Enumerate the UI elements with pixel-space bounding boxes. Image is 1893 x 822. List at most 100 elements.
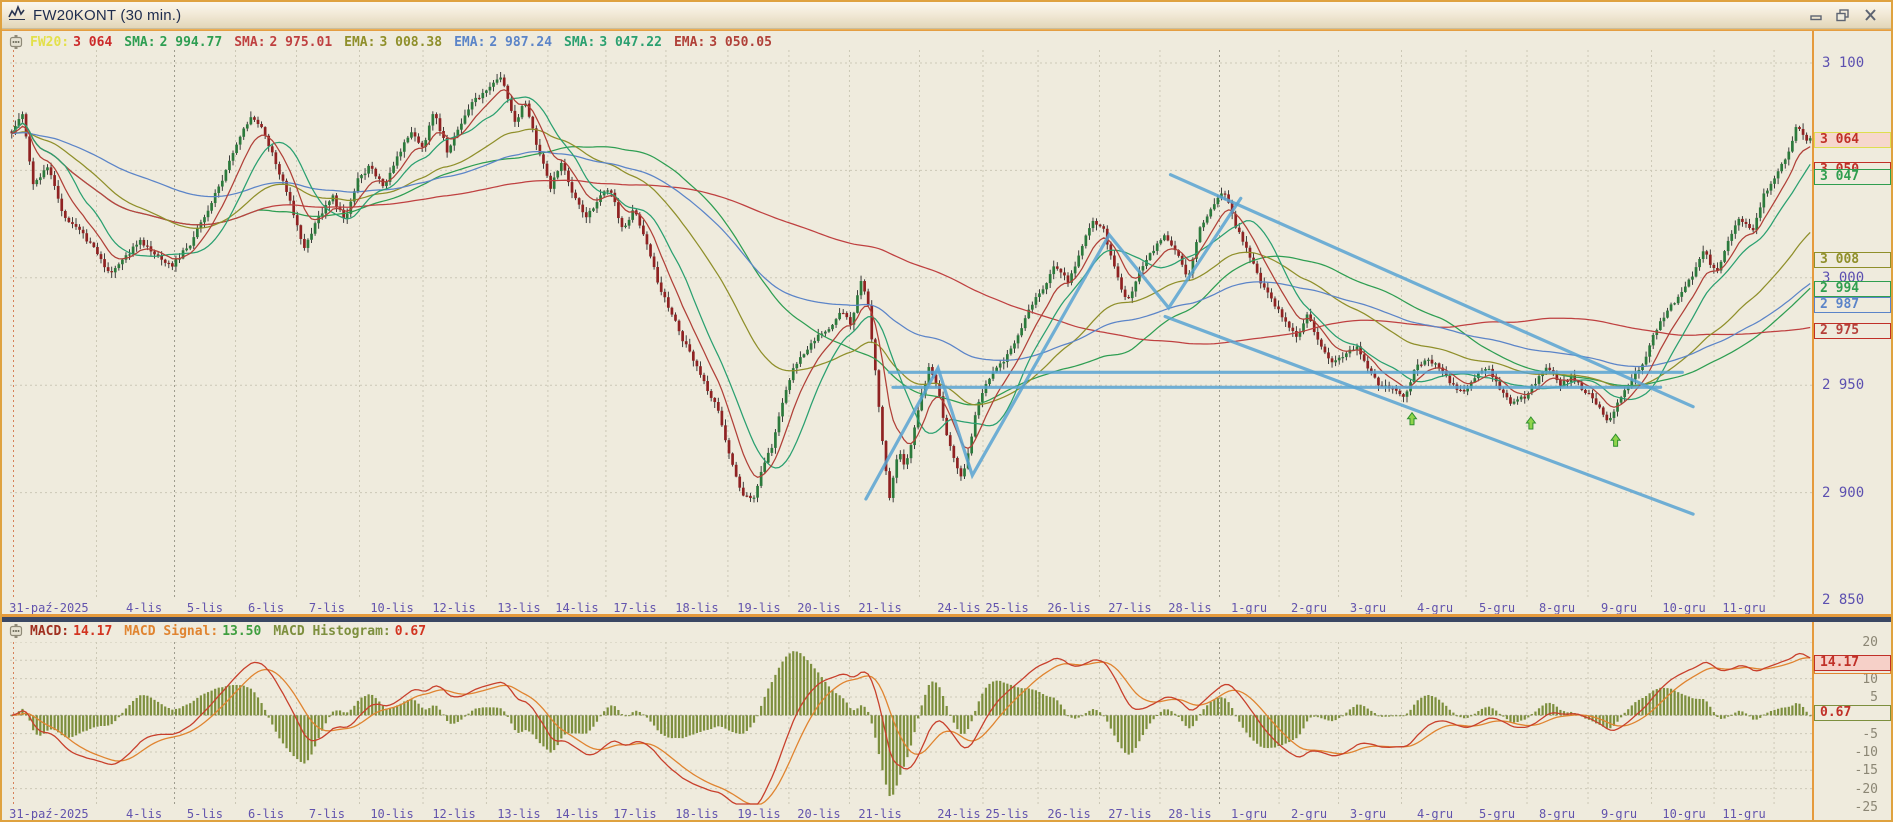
price-marker-box: 3 008 — [1814, 251, 1891, 268]
macd-histogram-bar — [1038, 691, 1041, 716]
macd-histogram-bar — [1694, 698, 1698, 716]
candle-down — [741, 487, 745, 496]
candle-up — [1088, 228, 1091, 236]
macd-histogram-bar — [1355, 704, 1359, 716]
candle-up — [891, 477, 895, 498]
candle-down — [253, 117, 256, 120]
trend-line[interactable] — [864, 196, 1243, 501]
trend-line[interactable] — [1168, 173, 1695, 409]
window-titlebar[interactable]: FW20KONT (30 min.) — [2, 2, 1891, 29]
candle-up — [906, 458, 909, 465]
macd-histogram-bar — [1016, 687, 1020, 716]
macd-histogram-bar — [1484, 707, 1487, 716]
macd-histogram-bar — [446, 715, 449, 721]
macd-histogram-bar — [1452, 712, 1455, 716]
candle-up — [1141, 266, 1145, 271]
macd-histogram-bar — [802, 656, 806, 716]
macd-histogram-bar — [1109, 715, 1112, 729]
candle-up — [1355, 346, 1359, 350]
candle-up — [206, 210, 210, 218]
candle-down — [1277, 306, 1280, 310]
restore-button[interactable] — [1834, 7, 1852, 23]
candle-up — [909, 445, 913, 459]
sma-line — [11, 96, 1811, 469]
macd-histogram-bar — [167, 708, 170, 716]
candle-down — [1120, 277, 1123, 290]
candle-down — [542, 154, 545, 164]
macd-histogram-bar — [1734, 712, 1737, 716]
candle-up — [1013, 343, 1016, 349]
macd-histogram-bar — [1801, 706, 1805, 716]
main-indicator-header: FW20: 3 064 SMA: 2 994.77 SMA: 2 975.01 EMA: 3 … — [8, 33, 784, 51]
date-label: 13-lis — [497, 601, 541, 615]
candle-up — [121, 259, 124, 265]
close-button[interactable] — [1861, 7, 1879, 23]
candle-up — [135, 244, 139, 247]
macd-histogram-bar — [1245, 715, 1248, 733]
macd-histogram-bar — [1377, 715, 1380, 717]
macd-histogram-bar — [1719, 715, 1723, 719]
macd-histogram-bar — [1413, 704, 1416, 716]
macd-histogram-bar — [1427, 694, 1430, 716]
macd-histogram-bar — [89, 715, 92, 729]
pane-drag-handle-icon[interactable] — [8, 623, 24, 639]
trend-line[interactable] — [1163, 314, 1695, 516]
macd-plot-area[interactable] — [10, 642, 1812, 807]
candle-down — [1462, 389, 1466, 392]
macd-histogram-bar — [488, 707, 492, 716]
macd-histogram-bar — [1445, 705, 1448, 716]
macd-histogram-bar — [1669, 688, 1673, 716]
macd-histogram-bar — [428, 708, 431, 716]
indicator-label: MACD: — [30, 623, 70, 639]
candle-down — [502, 77, 506, 86]
macd-histogram-bar — [895, 715, 898, 786]
candle-down — [1113, 255, 1116, 267]
date-label: 5-lis — [186, 601, 224, 615]
macd-histogram-bar — [974, 710, 977, 716]
candle-down — [567, 170, 570, 183]
macd-histogram-bar — [984, 687, 988, 716]
candle-down — [267, 135, 271, 147]
macd-histogram-bar — [60, 715, 63, 736]
pane-drag-handle-icon[interactable] — [8, 34, 24, 50]
candle-down — [877, 370, 881, 407]
candle-down — [67, 217, 71, 223]
date-label: 31-paź-2025 — [9, 601, 89, 615]
candle-up — [1027, 309, 1031, 319]
main-date-axis[interactable]: 31-paź-2025 4-lis 5-lis 6-lis 7-lis 10-lis 12-… — [9, 601, 1812, 616]
macd-histogram-bar — [1127, 715, 1130, 755]
macd-histogram-bar — [1316, 715, 1319, 718]
candle-up — [192, 237, 196, 246]
main-plot-area[interactable] — [10, 50, 1812, 600]
candle-down — [563, 162, 567, 171]
macd-histogram-bar — [1438, 699, 1441, 716]
candle-up — [470, 102, 474, 110]
candle-down — [674, 314, 677, 321]
sma-line — [11, 122, 1811, 406]
macd-histogram-bar — [1430, 696, 1434, 716]
candle-down — [1705, 251, 1709, 255]
pane-splitter[interactable] — [2, 617, 1891, 622]
macd-histogram-bar — [1759, 715, 1762, 718]
macd-histogram-bar — [324, 715, 327, 724]
macd-histogram-bar — [1184, 715, 1187, 726]
macd-histogram-bar — [1405, 713, 1409, 716]
macd-histogram-bar — [1281, 715, 1284, 746]
candle-down — [1566, 380, 1569, 382]
candle-up — [627, 219, 631, 226]
candle-up — [1783, 159, 1787, 164]
candle-down — [96, 247, 99, 255]
macd-histogram-bar — [792, 651, 795, 716]
macd-histogram-bar — [46, 715, 49, 731]
candle-down — [584, 212, 588, 218]
macd-histogram-bar — [1102, 715, 1105, 717]
macd-date-axis[interactable]: 31-paź-2025 4-lis 5-lis 6-lis 7-lis 10-lis 12-… — [9, 807, 1812, 821]
candle-up — [128, 254, 131, 256]
date-label: 31-paź-2025 — [9, 807, 89, 821]
candle-up — [1427, 359, 1430, 361]
minimize-button[interactable] — [1807, 7, 1825, 23]
price-marker-box: 2 987 — [1814, 297, 1891, 314]
candle-down — [1559, 380, 1562, 386]
candle-down — [738, 476, 742, 488]
